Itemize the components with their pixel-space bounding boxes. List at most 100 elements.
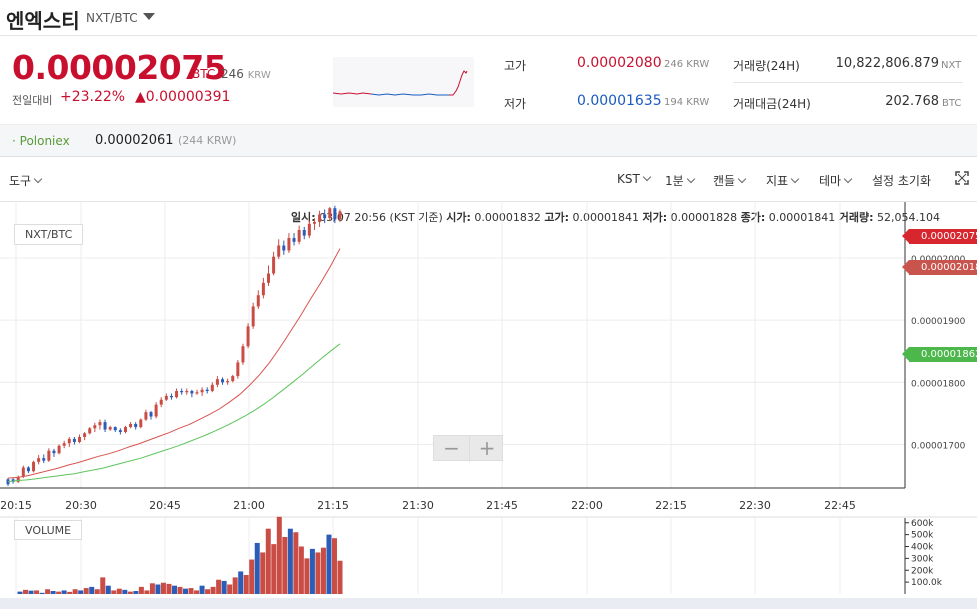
volume-bar	[221, 580, 227, 594]
timezone-menu[interactable]: KST	[617, 172, 652, 186]
page-header: 엔엑스티 NXT/BTC	[0, 0, 977, 36]
ohlc-open-label: 시가:	[446, 211, 471, 224]
volume-bar	[89, 586, 95, 594]
exchange-price: 0.00002061	[95, 133, 174, 148]
candle-body	[287, 238, 291, 251]
volume-bar	[61, 590, 67, 594]
theme-menu-label: 테마	[819, 174, 842, 188]
y-tick-label: 0.00001800	[911, 379, 966, 389]
volume-24h-unit: NXT	[941, 60, 962, 71]
candle-body	[200, 389, 204, 393]
volume-bar	[116, 588, 122, 594]
zoom-in-button[interactable]: +	[469, 436, 504, 462]
zoom-out-button[interactable]: −	[443, 436, 460, 460]
volume-bar	[315, 552, 321, 594]
ohlc-high-value: 0.00001841	[572, 211, 640, 224]
x-tick-label: 20:15	[0, 499, 32, 512]
current-price: 0.00002075	[12, 48, 227, 87]
bottom-scrollbar[interactable]	[0, 598, 977, 609]
candle-body	[26, 467, 30, 472]
candle-body	[297, 229, 301, 242]
volume-bar	[276, 516, 282, 594]
volume-bar	[45, 589, 51, 594]
candle-body	[103, 422, 107, 430]
pair-selector-label[interactable]: NXT/BTC	[86, 11, 138, 25]
volume-bar	[133, 591, 139, 594]
candle-body	[307, 223, 311, 236]
candle-body	[149, 412, 153, 417]
change-absolute: ▲0.00000391	[135, 89, 231, 105]
ohlc-open-value: 0.00001832	[474, 211, 541, 224]
volume-bar	[249, 559, 255, 594]
candle-body	[118, 430, 122, 433]
candle-body	[256, 295, 260, 307]
x-tick-label: 20:45	[149, 499, 181, 512]
volume-bar	[171, 585, 177, 594]
sparkline-line-blue	[370, 93, 449, 96]
exchange-name[interactable]: · Poloniex	[12, 134, 70, 148]
chevron-down-icon[interactable]	[143, 13, 155, 20]
price-flag-ma-fast: 0.00002018	[901, 260, 977, 275]
tools-menu[interactable]: 도구	[9, 172, 43, 189]
candle-body	[277, 245, 281, 257]
volume-bar	[56, 591, 62, 594]
theme-menu[interactable]: 테마	[819, 172, 853, 189]
candle-body	[246, 326, 250, 347]
candle-body	[215, 379, 219, 385]
candle-body	[231, 376, 235, 382]
candle-body	[261, 282, 265, 296]
ohlc-volume-value: 52,054.104	[877, 211, 941, 224]
ohlc-volume-label: 거래량:	[838, 211, 874, 224]
fullscreen-icon[interactable]	[955, 171, 969, 185]
high-krw: 246 KRW	[664, 59, 710, 70]
amount-24h-value: 202.768	[885, 94, 939, 109]
candle-body	[241, 346, 245, 363]
ohlc-time-value: 03/07 20:56 (KST 기준)	[319, 211, 443, 224]
candle-body	[88, 428, 92, 434]
candle-body	[302, 229, 306, 236]
volume-bar	[287, 528, 293, 594]
flag-pointer-icon	[902, 229, 909, 243]
candle-body	[236, 362, 240, 377]
volume-bar	[177, 586, 183, 594]
volume-bar	[127, 591, 133, 594]
indicator-menu[interactable]: 지표	[766, 172, 800, 189]
volume-bar	[210, 586, 216, 594]
volume-bar	[199, 585, 205, 594]
volume-bar	[100, 577, 106, 594]
volume-24h-label: 거래량(24H)	[733, 59, 800, 73]
candle-body	[144, 412, 148, 420]
volume-tick-label: 400k	[911, 543, 934, 553]
chevron-down-icon	[642, 172, 652, 182]
volume-bar	[232, 577, 238, 594]
high-label: 고가	[504, 59, 527, 73]
candle-body	[113, 427, 117, 431]
price-chart[interactable]: 0.00002000 0.00001900 0.00001800 0.00001700…	[0, 202, 977, 598]
price-flag-ma-slow-value: 0.00001862	[921, 349, 977, 360]
volume-bar	[183, 588, 189, 594]
volume-bar	[166, 583, 172, 594]
reset-settings-button[interactable]: 설정 초기화	[872, 174, 932, 188]
chevron-down-icon	[790, 174, 800, 184]
candle-body	[11, 479, 15, 482]
chevron-down-icon	[686, 174, 695, 184]
volume-bar	[271, 544, 277, 594]
candle-body	[226, 381, 230, 383]
interval-menu-label: 1분	[665, 174, 684, 188]
candle-body	[83, 433, 87, 438]
volume-bar	[243, 575, 249, 594]
chart-type-menu[interactable]: 캔들	[713, 172, 747, 189]
candle-body	[180, 391, 184, 393]
volume-bar	[23, 589, 29, 594]
volume-bar	[111, 590, 117, 594]
interval-menu[interactable]: 1분	[665, 172, 695, 189]
volume-bar	[105, 585, 111, 594]
flag-pointer-icon	[902, 347, 909, 361]
mini-sparkline-chart	[333, 57, 474, 107]
candle-body	[21, 467, 25, 477]
low-label: 저가	[504, 97, 527, 111]
x-tick-label: 22:15	[655, 499, 687, 512]
volume-tick-label: 600k	[911, 519, 934, 529]
volume-bar	[122, 589, 128, 594]
candle-body	[67, 438, 71, 444]
